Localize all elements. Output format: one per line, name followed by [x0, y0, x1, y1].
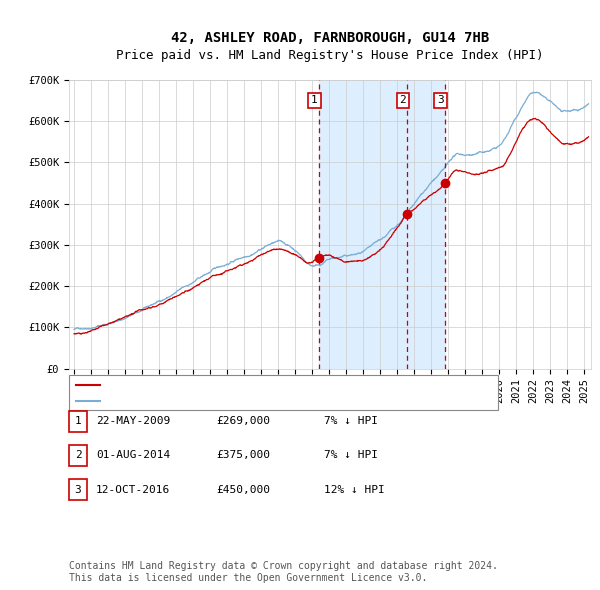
Text: 22-MAY-2009: 22-MAY-2009 — [96, 417, 170, 426]
Text: £269,000: £269,000 — [216, 417, 270, 426]
Text: 2: 2 — [400, 96, 406, 105]
Text: 3: 3 — [437, 96, 444, 105]
Text: 12-OCT-2016: 12-OCT-2016 — [96, 485, 170, 494]
Text: £450,000: £450,000 — [216, 485, 270, 494]
Text: £375,000: £375,000 — [216, 451, 270, 460]
Text: 1: 1 — [74, 417, 82, 426]
Text: 42, ASHLEY ROAD, FARNBOROUGH, GU14 7HB: 42, ASHLEY ROAD, FARNBOROUGH, GU14 7HB — [171, 31, 489, 45]
Text: 7% ↓ HPI: 7% ↓ HPI — [324, 417, 378, 426]
Text: Price paid vs. HM Land Registry's House Price Index (HPI): Price paid vs. HM Land Registry's House … — [116, 49, 544, 62]
Text: 2: 2 — [74, 451, 82, 460]
Bar — [319, 80, 445, 369]
Text: 1: 1 — [311, 96, 318, 105]
Text: Contains HM Land Registry data © Crown copyright and database right 2024.
This d: Contains HM Land Registry data © Crown c… — [69, 561, 498, 583]
Text: 3: 3 — [74, 485, 82, 494]
Text: 42, ASHLEY ROAD, FARNBOROUGH, GU14 7HB (detached house): 42, ASHLEY ROAD, FARNBOROUGH, GU14 7HB (… — [106, 379, 450, 389]
Text: 01-AUG-2014: 01-AUG-2014 — [96, 451, 170, 460]
Text: 7% ↓ HPI: 7% ↓ HPI — [324, 451, 378, 460]
Text: 12% ↓ HPI: 12% ↓ HPI — [324, 485, 385, 494]
Text: HPI: Average price, detached house, Rushmoor: HPI: Average price, detached house, Rush… — [106, 396, 381, 406]
